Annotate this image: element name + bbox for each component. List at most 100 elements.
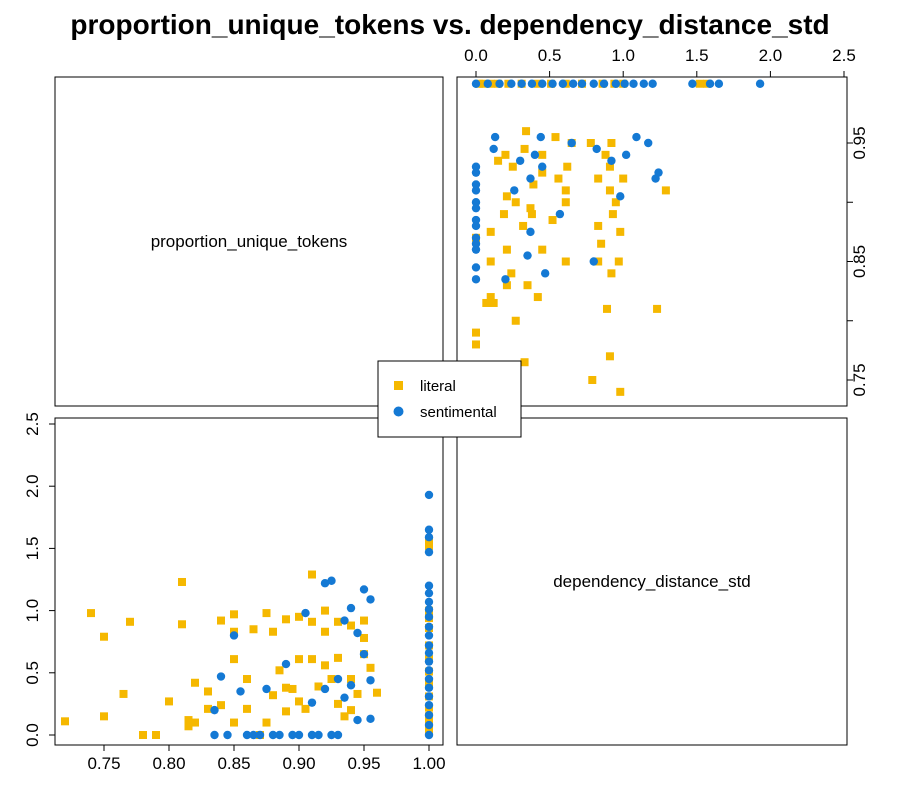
point-sentimental-bl (294, 730, 304, 740)
point-literal-bl (243, 704, 251, 713)
point-sentimental-bl (359, 585, 369, 594)
point-literal-tr (588, 376, 597, 384)
point-literal-bl (230, 718, 238, 727)
point-sentimental-tr (471, 168, 481, 177)
point-literal-tr (616, 387, 625, 396)
point-literal-bl (139, 731, 147, 739)
point-sentimental-bl (424, 648, 434, 658)
right-axis-tick-label: 0.75 (850, 363, 869, 396)
point-sentimental-bl (424, 631, 434, 640)
point-literal-bl (126, 617, 134, 626)
point-literal-bl (191, 718, 199, 727)
point-literal-tr (519, 221, 528, 230)
axes-layer: 0.75 0.80 0.85 0.90 0.95 1.00 0.0 0.5 1.0 1.5 2.0 2… (23, 46, 869, 773)
point-sentimental-tr (527, 79, 537, 88)
point-literal-tr (502, 192, 511, 201)
point-sentimental-tr (577, 79, 587, 88)
legend: literal sentimental (377, 360, 522, 438)
panel-top-right (456, 76, 848, 407)
point-literal-bl (295, 655, 303, 664)
point-literal-bl (87, 609, 95, 618)
point-literal-tr (479, 79, 488, 88)
point-sentimental-bl (424, 683, 434, 692)
point-sentimental-tr (589, 257, 598, 266)
point-sentimental-bl (314, 730, 323, 740)
point-literal-tr (486, 257, 495, 266)
point-sentimental-tr (714, 79, 724, 88)
left-axis-tick-label: 2.0 (23, 474, 42, 498)
point-sentimental-bl (424, 710, 434, 720)
point-sentimental-tr (471, 263, 481, 272)
point-literal-bl (282, 615, 290, 624)
point-sentimental-tr (639, 79, 649, 88)
left-axis-tick-label: 1.0 (23, 599, 42, 623)
point-literal-tr (472, 328, 480, 337)
point-sentimental-bl (320, 579, 330, 588)
legend-label-literal: literal (420, 378, 456, 395)
point-literal-bl (347, 675, 355, 684)
point-literal-tr (695, 79, 704, 88)
point-literal-bl (262, 718, 271, 727)
point-sentimental-bl (424, 525, 434, 534)
point-sentimental-tr (526, 227, 535, 237)
point-literal-tr (594, 221, 603, 230)
point-sentimental-bl (424, 730, 434, 740)
point-literal-tr (520, 144, 529, 153)
point-literal-tr (482, 298, 491, 307)
point-literal-tr (538, 150, 547, 159)
point-literal-bl (61, 717, 69, 726)
point-sentimental-bl (353, 715, 362, 725)
point-literal-tr (605, 186, 614, 195)
right-axis-tick-label: 0.85 (850, 245, 869, 278)
point-sentimental-bl (424, 490, 434, 500)
point-literal-tr (508, 162, 517, 171)
point-literal-bl (340, 712, 349, 721)
point-sentimental-bl (424, 641, 434, 650)
point-sentimental-bl (366, 595, 375, 604)
point-literal-bl (269, 627, 277, 636)
point-sentimental-tr (632, 132, 641, 142)
point-literal-bl (308, 617, 316, 626)
point-sentimental-tr (483, 79, 492, 88)
point-sentimental-bl (424, 700, 434, 710)
point-literal-bl (288, 684, 297, 693)
point-sentimental-tr (490, 132, 500, 142)
point-sentimental-tr (654, 168, 663, 177)
panel-bottom-left (54, 417, 444, 746)
point-sentimental-bl (262, 684, 271, 694)
point-literal-bl (327, 675, 336, 684)
point-sentimental-bl (424, 588, 434, 598)
point-literal-tr (563, 162, 572, 171)
point-sentimental-bl (301, 608, 310, 618)
point-literal-tr (529, 180, 538, 189)
point-literal-tr (501, 150, 510, 159)
point-literal-bl (249, 625, 258, 634)
point-literal-tr (561, 186, 570, 195)
point-sentimental-tr (471, 186, 481, 195)
point-sentimental-bl (281, 659, 291, 669)
point-sentimental-tr (568, 79, 578, 88)
diag-label-dependency-distance-std: dependency_distance_std (553, 572, 751, 591)
point-sentimental-tr (629, 79, 638, 88)
point-literal-bl (295, 697, 303, 706)
bottom-axis-tick-label: 0.75 (87, 754, 120, 773)
point-sentimental-bl (288, 730, 297, 740)
bottom-axis-tick-label: 0.85 (217, 754, 250, 773)
point-literal-tr (605, 162, 614, 171)
diag-label-proportion-unique-tokens: proportion_unique_tokens (151, 232, 348, 251)
point-sentimental-bl (359, 649, 369, 659)
left-axis-tick-label: 0.0 (23, 723, 42, 747)
point-sentimental-tr (471, 203, 481, 213)
point-literal-bl (295, 612, 303, 621)
point-literal-bl (334, 617, 342, 626)
point-sentimental-bl (366, 714, 375, 724)
point-sentimental-bl (333, 730, 343, 740)
left-axis-tick-label: 1.5 (23, 537, 42, 561)
point-literal-tr (561, 198, 570, 207)
point-sentimental-tr (567, 138, 576, 148)
point-sentimental-bl (210, 705, 219, 715)
point-sentimental-bl (249, 730, 258, 740)
point-literal-tr (611, 198, 620, 207)
point-literal-tr (472, 340, 480, 349)
point-sentimental-tr (620, 79, 629, 88)
